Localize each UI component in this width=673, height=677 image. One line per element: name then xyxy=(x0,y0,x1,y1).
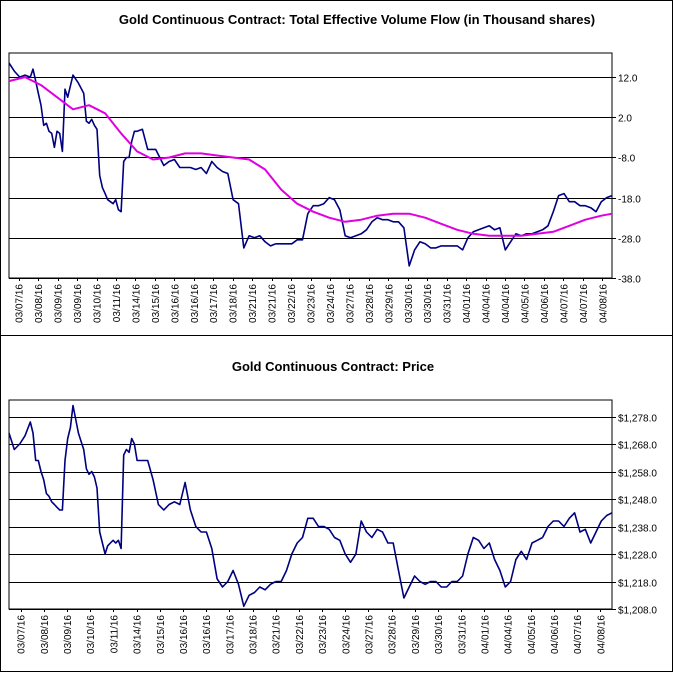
x-tick-label: 04/05/16 xyxy=(520,284,531,323)
x-tick-label: 03/21/16 xyxy=(268,284,279,323)
x-tick-label: 04/04/16 xyxy=(504,615,515,654)
y-tick-label: $1,228.0 xyxy=(618,551,657,562)
series-line-segment-1 xyxy=(275,517,543,599)
chart-1-title: Gold Continuous Contract: Total Effectiv… xyxy=(119,12,595,27)
y-tick-label: $1,238.0 xyxy=(618,524,657,535)
y-tick-label: -8.0 xyxy=(618,154,636,165)
x-tick-label: 03/08/16 xyxy=(34,284,45,323)
x-tick-label: 04/07/16 xyxy=(559,284,570,323)
x-tick-label: 03/09/16 xyxy=(54,284,65,323)
x-tick-label: 04/06/16 xyxy=(550,615,561,654)
x-tick-label: 04/04/16 xyxy=(482,284,493,323)
x-tick-label: 03/17/16 xyxy=(225,615,236,654)
x-tick-label: 03/21/16 xyxy=(272,615,283,654)
volume-flow-chart: 12.0 2.0 -8.0 -18.0 -28.0 -38.0 03/07/16 03/08/… xyxy=(8,52,641,323)
series-line-segment-2 xyxy=(542,192,613,231)
x-tick-label: 04/08/16 xyxy=(596,615,607,654)
x-tick-label: 03/31/16 xyxy=(457,615,468,654)
y-tick-label: -18.0 xyxy=(618,195,641,206)
x-tick-label: 03/16/16 xyxy=(190,284,201,323)
x-tick-label: 03/07/16 xyxy=(17,615,28,654)
x-tick-label: 03/08/16 xyxy=(40,615,51,654)
x-tick-label: 03/27/16 xyxy=(345,284,356,323)
x-tick-label: 03/24/16 xyxy=(341,615,352,654)
x-tick-label: 04/07/16 xyxy=(573,615,584,654)
y-tick-label: $1,218.0 xyxy=(618,579,657,590)
x-tick-label: 03/10/16 xyxy=(86,615,97,654)
x-tick-label: 03/27/16 xyxy=(364,615,375,654)
chart-2-title: Gold Continuous Contract: Price xyxy=(232,359,434,374)
x-tick-label: 03/18/16 xyxy=(229,284,240,323)
x-tick-label: 03/10/16 xyxy=(93,284,104,323)
y-tick-label: -28.0 xyxy=(618,235,641,246)
x-tick-label: 03/23/16 xyxy=(307,284,318,323)
y-tick-label: $1,258.0 xyxy=(618,469,657,480)
x-tick-label: 04/05/16 xyxy=(527,615,538,654)
x-tick-label: 03/16/16 xyxy=(179,615,190,654)
x-tick-label: 03/15/16 xyxy=(156,615,167,654)
series-line-segment-0 xyxy=(8,404,277,608)
x-tick-label: 03/09/16 xyxy=(63,615,74,654)
x-tick-label: 03/09/16 xyxy=(73,284,84,323)
x-tick-label: 03/17/16 xyxy=(209,284,220,323)
x-tick-label: 03/29/16 xyxy=(384,284,395,323)
x-tick-label: 03/24/16 xyxy=(326,284,337,323)
x-tick-label: 03/28/16 xyxy=(388,615,399,654)
x-tick-label: 03/29/16 xyxy=(411,615,422,654)
y-tick-label: 12.0 xyxy=(618,74,638,85)
x-tick-label: 03/28/16 xyxy=(365,284,376,323)
x-tick-label: 03/22/16 xyxy=(295,615,306,654)
series-line-segment-2 xyxy=(541,511,613,544)
x-tick-label: 03/11/16 xyxy=(112,284,123,323)
x-tick-label: 03/30/16 xyxy=(434,615,445,654)
x-tick-label: 03/31/16 xyxy=(443,284,454,323)
x-tick-label: 03/15/16 xyxy=(151,284,162,323)
x-tick-label: 04/08/16 xyxy=(598,284,609,323)
x-tick-label: 04/07/16 xyxy=(579,284,590,323)
x-tick-label: 03/14/16 xyxy=(133,615,144,654)
x-tick-label: 03/21/16 xyxy=(248,284,259,323)
moving-average-line xyxy=(8,76,613,237)
price-chart: $1,278.0 $1,268.0 $1,258.0 $1,248.0 $1,238.0… xyxy=(8,399,657,654)
x-tick-label: 03/18/16 xyxy=(249,615,260,654)
y-tick-label: -38.0 xyxy=(618,275,641,286)
y-tick-label: $1,208.0 xyxy=(618,606,657,617)
y-tick-label: 2.0 xyxy=(618,114,632,125)
x-tick-label: 03/16/16 xyxy=(202,615,213,654)
x-tick-label: 03/22/16 xyxy=(287,284,298,323)
x-tick-label: 03/07/16 xyxy=(15,284,26,323)
x-tick-label: 03/30/16 xyxy=(404,284,415,323)
series-line-segment-1 xyxy=(275,196,543,267)
y-tick-label: $1,278.0 xyxy=(618,414,657,425)
x-tick-label: 03/11/16 xyxy=(109,615,120,654)
x-tick-label: 04/04/16 xyxy=(501,284,512,323)
series-line-segment-0 xyxy=(8,62,277,249)
x-tick-label: 03/14/16 xyxy=(131,284,142,323)
x-tick-label: 03/16/16 xyxy=(170,284,181,323)
x-tick-label: 04/01/16 xyxy=(462,284,473,323)
y-tick-label: $1,248.0 xyxy=(618,496,657,507)
x-tick-label: 03/23/16 xyxy=(318,615,329,654)
x-tick-label: 04/06/16 xyxy=(540,284,551,323)
x-tick-label: 03/30/16 xyxy=(423,284,434,323)
y-tick-label: $1,268.0 xyxy=(618,441,657,452)
x-tick-label: 04/01/16 xyxy=(480,615,491,654)
